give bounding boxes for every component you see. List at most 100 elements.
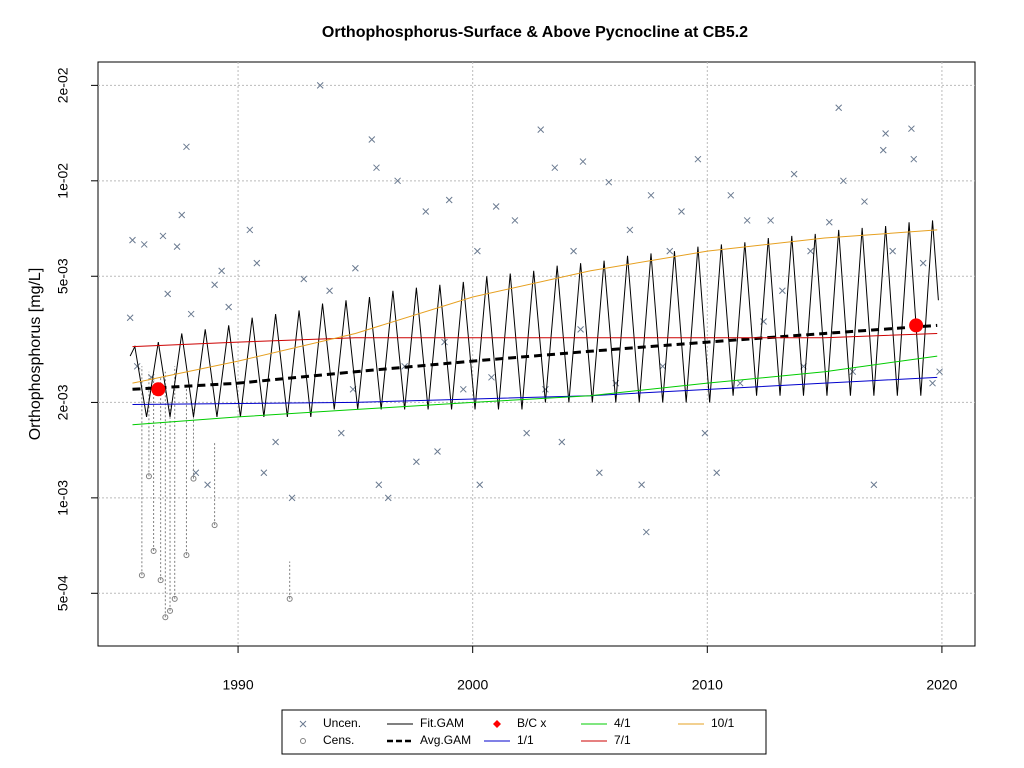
legend-label: Avg.GAM [420, 733, 471, 747]
series-line [132, 332, 938, 348]
point [192, 469, 200, 477]
point [162, 614, 169, 621]
point [167, 607, 174, 614]
point [173, 243, 181, 250]
point [337, 429, 345, 437]
chart-title: Orthophosphorus-Surface & Above Pycnocli… [322, 24, 748, 41]
legend-label: 10/1 [711, 716, 735, 730]
point [246, 226, 254, 234]
point [861, 198, 868, 205]
point [211, 522, 218, 529]
y-tick-label: 5e-03 [55, 258, 71, 294]
point [286, 595, 293, 602]
legend-label: 4/1 [614, 716, 631, 730]
point [164, 290, 172, 298]
point [352, 264, 359, 272]
point [767, 217, 775, 224]
point [701, 429, 709, 437]
point [919, 259, 927, 267]
point [694, 155, 702, 163]
point [596, 469, 603, 477]
point [140, 241, 148, 248]
point [157, 577, 164, 584]
point [870, 481, 878, 489]
point [577, 326, 584, 333]
point [909, 318, 924, 333]
point [459, 385, 467, 393]
point [129, 236, 136, 244]
y-tick-label: 2e-03 [55, 384, 71, 420]
point [145, 473, 152, 480]
point [384, 494, 392, 502]
point [375, 481, 383, 489]
legend-swatch [300, 738, 306, 744]
point [183, 552, 190, 559]
legend-label: Uncen. [323, 716, 361, 730]
y-tick-label: 5e-04 [55, 575, 71, 611]
point [642, 528, 650, 536]
point [159, 232, 167, 240]
point [936, 368, 943, 376]
series-line [132, 229, 938, 384]
point [638, 481, 645, 489]
point [790, 170, 798, 178]
point [187, 310, 195, 318]
point [825, 218, 833, 226]
point [713, 469, 721, 477]
point [626, 226, 634, 234]
point [394, 177, 401, 185]
legend-label: Fit.GAM [420, 716, 464, 730]
point [218, 267, 225, 275]
point [225, 303, 233, 311]
x-tick-label: 2000 [457, 677, 488, 693]
point [551, 164, 559, 172]
point [537, 126, 545, 134]
y-tick-label: 1e-02 [55, 163, 71, 199]
point [488, 373, 495, 381]
point [929, 379, 936, 387]
point [678, 208, 685, 215]
point [126, 314, 134, 322]
legend-swatch [493, 720, 501, 728]
point [849, 368, 857, 376]
point [659, 362, 667, 370]
y-tick-label: 2e-02 [55, 67, 71, 103]
point [150, 547, 157, 554]
legend-box [281, 709, 767, 755]
x-tick-label: 1990 [222, 677, 253, 693]
legend-swatch [299, 720, 307, 728]
point [190, 475, 197, 482]
point [835, 104, 843, 112]
point [736, 379, 744, 387]
point [272, 438, 279, 446]
point [422, 208, 430, 215]
point [368, 136, 376, 143]
x-tick-label: 2020 [926, 677, 957, 693]
point [204, 481, 211, 489]
point [579, 158, 587, 165]
point [476, 481, 484, 489]
y-axis-label: Orthophosphorus [mg/L] [27, 268, 44, 441]
point [300, 275, 308, 283]
point [316, 82, 324, 89]
point [445, 196, 453, 204]
point [434, 448, 441, 455]
point [647, 191, 655, 199]
point [882, 130, 889, 137]
point [542, 385, 549, 393]
x-tick-label: 2010 [692, 677, 723, 693]
point [889, 247, 897, 255]
point [211, 281, 218, 289]
point [171, 595, 178, 602]
point [605, 178, 613, 186]
point [779, 287, 786, 295]
point [178, 211, 186, 219]
point [666, 247, 674, 255]
point [743, 217, 751, 224]
point [133, 362, 141, 370]
point [326, 287, 333, 295]
point [260, 469, 268, 477]
point [138, 572, 145, 579]
plot-frame [97, 61, 976, 647]
